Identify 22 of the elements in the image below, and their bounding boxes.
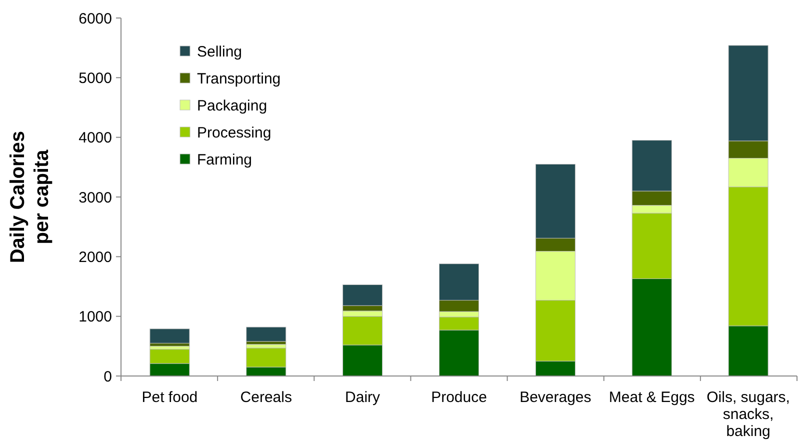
legend-label: Transporting — [197, 70, 281, 88]
y-tick-label: 6000 — [78, 10, 112, 28]
y-axis-title: Daily Calories per capita — [7, 130, 53, 264]
x-tick-label: Produce — [431, 389, 487, 406]
legend-label: Processing — [197, 124, 272, 142]
legend-label: Packaging — [197, 97, 268, 114]
legend-label: Farming — [197, 151, 252, 168]
y-tick-label: 0 — [104, 368, 112, 386]
y-tick-label: 5000 — [78, 70, 112, 87]
bar — [246, 326, 286, 342]
x-tick-label: Beverages — [520, 389, 592, 406]
y-tick-label: 1000 — [78, 308, 112, 326]
x-tick-label: Oils, sugars, snacks, baking — [706, 389, 790, 440]
x-tick-label: Pet food — [142, 389, 198, 406]
x-tick-label: Meat & Eggs — [608, 389, 695, 406]
y-tick-label: 3000 — [78, 189, 112, 206]
x-tick-label: Cereals — [240, 389, 292, 406]
bar — [150, 328, 190, 344]
legend-label: Selling — [197, 43, 242, 60]
y-tick-label: 4000 — [78, 130, 112, 147]
x-tick-label: Dairy — [345, 389, 381, 406]
y-tick-label: 2000 — [78, 248, 112, 266]
